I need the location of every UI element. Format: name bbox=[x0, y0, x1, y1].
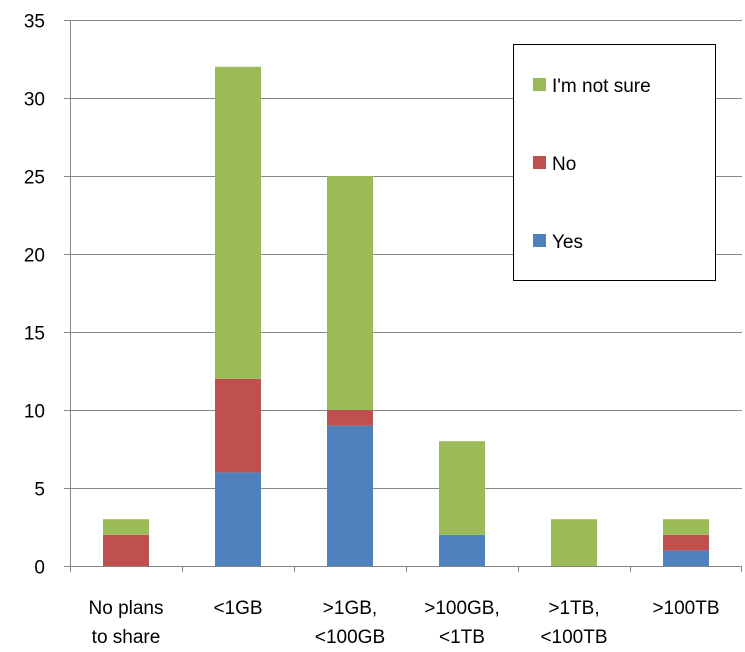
y-tick-label: 30 bbox=[24, 90, 45, 111]
bar-series bbox=[103, 66, 709, 566]
legend-label: No bbox=[552, 154, 576, 175]
bar-segment bbox=[327, 425, 373, 566]
legend-label: Yes bbox=[552, 232, 583, 253]
tick-labels: 0 5 10 15 20 25 30 35 No plans to share <1GB >1GB, <… bbox=[24, 12, 720, 649]
y-tick-label: 5 bbox=[34, 480, 45, 501]
y-tick-label: 10 bbox=[24, 402, 45, 423]
bar-segment bbox=[439, 534, 485, 566]
x-tick-label: <1TB bbox=[439, 627, 485, 648]
x-tick-label: No plans bbox=[89, 598, 164, 619]
legend-box bbox=[513, 44, 716, 281]
bar-segment bbox=[215, 472, 261, 566]
y-tick-label: 15 bbox=[24, 324, 45, 345]
gridlines bbox=[70, 20, 742, 489]
legend-swatch bbox=[533, 156, 546, 169]
axes bbox=[64, 20, 742, 572]
y-tick-label: 20 bbox=[24, 246, 45, 267]
x-tick-label: <100GB bbox=[315, 627, 385, 648]
bar-segment bbox=[215, 66, 261, 379]
bar-segment bbox=[663, 519, 709, 535]
bar-segment bbox=[663, 550, 709, 566]
bar-segment bbox=[327, 410, 373, 426]
x-tick-label: <1GB bbox=[213, 598, 262, 619]
legend: I'm not sure No Yes bbox=[513, 44, 716, 281]
legend-swatch bbox=[533, 78, 546, 91]
x-tick-label: >1GB, bbox=[323, 598, 377, 619]
bar-segment bbox=[439, 441, 485, 535]
x-tick-label: to share bbox=[92, 627, 161, 648]
legend-label: I'm not sure bbox=[552, 76, 651, 97]
legend-swatch bbox=[533, 234, 546, 247]
y-tick-label: 25 bbox=[24, 168, 45, 189]
x-tick-label: >1TB, bbox=[548, 598, 599, 619]
y-tick-label: 0 bbox=[34, 558, 45, 579]
x-tick-label: >100TB bbox=[652, 598, 719, 619]
x-tick-label: >100GB, bbox=[424, 598, 500, 619]
bar-segment bbox=[551, 519, 597, 566]
y-tick-label: 35 bbox=[24, 12, 45, 33]
bar-segment bbox=[663, 534, 709, 551]
bar-segment bbox=[327, 176, 373, 410]
bar-segment bbox=[103, 519, 149, 535]
x-tick-label: <100TB bbox=[540, 627, 607, 648]
bar-segment bbox=[103, 534, 149, 566]
bar-segment bbox=[215, 378, 261, 473]
